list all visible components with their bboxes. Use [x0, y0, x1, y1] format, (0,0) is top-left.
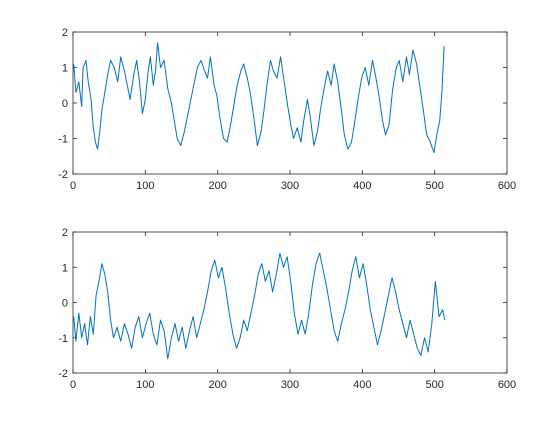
x-tick-label: 500	[425, 180, 443, 192]
y-tick-label: -2	[58, 368, 68, 380]
y-tick-label: 0	[62, 298, 68, 310]
x-tick-label: 400	[353, 180, 371, 192]
series-line-1	[73, 42, 445, 154]
x-tick-label: 400	[353, 379, 371, 391]
x-tick-label: 100	[136, 379, 154, 391]
x-tick-label: 0	[70, 379, 76, 391]
axes-panel-1: 0 100 200 300 400 500 600 -2 -1 0 1 2	[58, 27, 516, 192]
x-tick-label: 200	[208, 379, 226, 391]
y-tick-label: 2	[62, 227, 68, 239]
series-line-2	[73, 252, 446, 360]
axes-box-1	[72, 31, 508, 175]
x-tick-label: 200	[208, 180, 226, 192]
y-tick-label: 0	[62, 98, 68, 110]
x-tick-label: 600	[498, 180, 516, 192]
x-tick-label: 500	[425, 379, 443, 391]
y-tick-label: 1	[62, 63, 68, 75]
y-tick-label: 1	[62, 262, 68, 274]
y-tick-label: -2	[58, 169, 68, 181]
x-tick-label: 0	[70, 180, 76, 192]
y-tick-label: 2	[62, 27, 68, 39]
x-tick-label: 600	[498, 379, 516, 391]
x-tick-label: 300	[281, 379, 299, 391]
x-tick-label: 100	[136, 180, 154, 192]
y-tick-label: -1	[58, 134, 68, 146]
axes-panel-2: 0 100 200 300 400 500 600 -2 -1 0 1 2	[58, 227, 516, 391]
axes-box-2	[72, 231, 508, 374]
y-tick-label: -1	[58, 333, 68, 345]
x-tick-label: 300	[281, 180, 299, 192]
